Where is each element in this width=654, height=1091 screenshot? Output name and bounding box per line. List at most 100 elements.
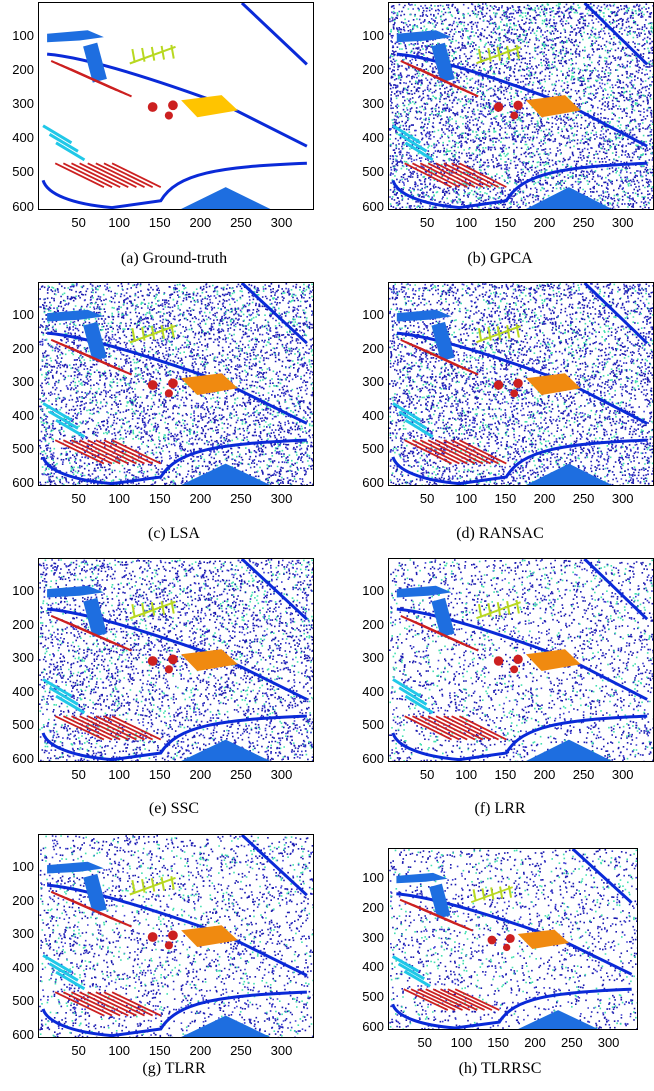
y-tick-label: 200 <box>12 892 34 908</box>
strip-blue <box>431 42 455 83</box>
y-tick-label: 400 <box>362 683 384 699</box>
x-tick-label: 250 <box>230 491 252 506</box>
x-tick-label: 150 <box>494 491 517 506</box>
building-blue <box>47 309 104 322</box>
x-tick-label: 300 <box>270 215 293 230</box>
hatch-red-bottom <box>418 988 463 1011</box>
hatch-red-bottom <box>419 162 468 188</box>
building-blue <box>396 872 448 884</box>
blob-red <box>510 389 519 398</box>
hatch-red-bottom <box>87 439 137 465</box>
x-tick-label: 250 <box>572 767 595 782</box>
y-tick-label: 200 <box>362 899 384 915</box>
road-loop <box>41 990 307 1037</box>
blob-red <box>168 378 178 389</box>
block-orange <box>181 373 238 395</box>
y-tick-label: 600 <box>362 750 384 766</box>
blob-red <box>510 665 519 674</box>
blob-red <box>487 935 497 945</box>
hatch-red-bottom <box>79 991 129 1017</box>
y-tick-label: 400 <box>12 683 34 699</box>
y-tick-label: 500 <box>12 441 34 457</box>
strip-cyan <box>398 133 428 153</box>
panel-caption: (h) TLRRSC <box>458 1060 542 1077</box>
road-top-right <box>240 835 308 897</box>
field-blue <box>181 463 271 485</box>
road-loop <box>41 438 307 485</box>
field-blue <box>181 1015 271 1037</box>
strip-blue <box>83 321 107 362</box>
blob-red <box>493 656 504 666</box>
y-tick-label: 600 <box>362 474 384 490</box>
x-tick-label: 100 <box>108 215 131 230</box>
strip-cyan <box>55 141 86 162</box>
field-blue <box>181 739 271 761</box>
hatch-red-bottom <box>451 439 499 465</box>
y-tick-label: 400 <box>362 407 384 423</box>
hatch-red-bottom <box>404 162 452 188</box>
strip-cyan <box>55 970 86 991</box>
stripe-red-top <box>419 346 479 376</box>
comb-tooth-lime <box>150 877 156 892</box>
panel-caption: (a) Ground-truth <box>120 250 228 267</box>
hatch-red-bottom <box>95 715 145 741</box>
comb-tooth-lime <box>477 327 483 342</box>
road-top-right <box>240 559 308 621</box>
hatch-red-bottom <box>412 715 460 741</box>
y-tick-label: 300 <box>362 650 384 666</box>
field-blue <box>181 187 271 209</box>
x-tick-label: 300 <box>270 767 293 782</box>
x-tick-label: 200 <box>189 491 212 506</box>
comb-tooth-lime <box>477 48 483 63</box>
x-tick-label: 100 <box>108 767 131 782</box>
y-tick-label: 200 <box>362 340 384 356</box>
building-blue <box>47 585 104 598</box>
x-tick-label: 250 <box>230 767 252 782</box>
blob-red <box>168 930 178 941</box>
blob-red <box>164 111 173 120</box>
y-tick-label: 400 <box>12 407 34 423</box>
x-tick-label: 250 <box>560 1035 583 1050</box>
strip-cyan <box>48 686 79 706</box>
plot-image <box>388 558 654 762</box>
y-tick-label: 400 <box>12 130 34 146</box>
hatch-red-bottom <box>427 715 476 741</box>
hatch-red-bottom <box>71 715 121 741</box>
blob-red <box>502 943 511 952</box>
stripe-red-top <box>417 905 474 932</box>
x-tick-label: 300 <box>611 767 634 782</box>
block-orange <box>517 929 570 949</box>
stripe-red-top <box>70 346 132 376</box>
comb-tooth-lime <box>506 324 511 339</box>
x-tick-label: 50 <box>71 767 86 782</box>
strip-cyan <box>48 410 79 430</box>
y-tick-label: 300 <box>12 374 34 390</box>
hatch-red-bottom <box>111 162 162 188</box>
panel-caption: (c) LSA <box>148 525 200 542</box>
block-orange <box>181 95 238 118</box>
field-blue <box>518 1010 598 1029</box>
hatch-red-bottom <box>111 715 162 741</box>
hatch-red-bottom <box>87 162 137 188</box>
hatch-red-bottom <box>87 991 137 1017</box>
comb-tooth-lime <box>131 879 136 894</box>
x-tick-label: 150 <box>494 215 517 230</box>
hatch-red-bottom <box>79 715 129 741</box>
y-tick-label: 200 <box>12 616 34 632</box>
block-orange <box>525 373 581 395</box>
strip-cyan <box>55 694 86 715</box>
comb-tooth-lime <box>131 48 136 63</box>
comb-tooth-lime <box>141 878 146 893</box>
strip-blue <box>429 883 451 919</box>
field-blue <box>526 463 612 485</box>
blob-red <box>168 100 178 111</box>
y-tick-label: 300 <box>12 96 34 112</box>
stripe-red-top <box>70 898 132 928</box>
blob-red <box>510 111 519 120</box>
hatch-red-bottom <box>87 715 137 741</box>
hatch-red-bottom <box>443 439 492 465</box>
hatch-red-bottom <box>432 988 478 1011</box>
hatch-red-bottom <box>71 162 121 188</box>
road-loop <box>391 714 648 761</box>
x-tick-label: 50 <box>419 215 435 230</box>
